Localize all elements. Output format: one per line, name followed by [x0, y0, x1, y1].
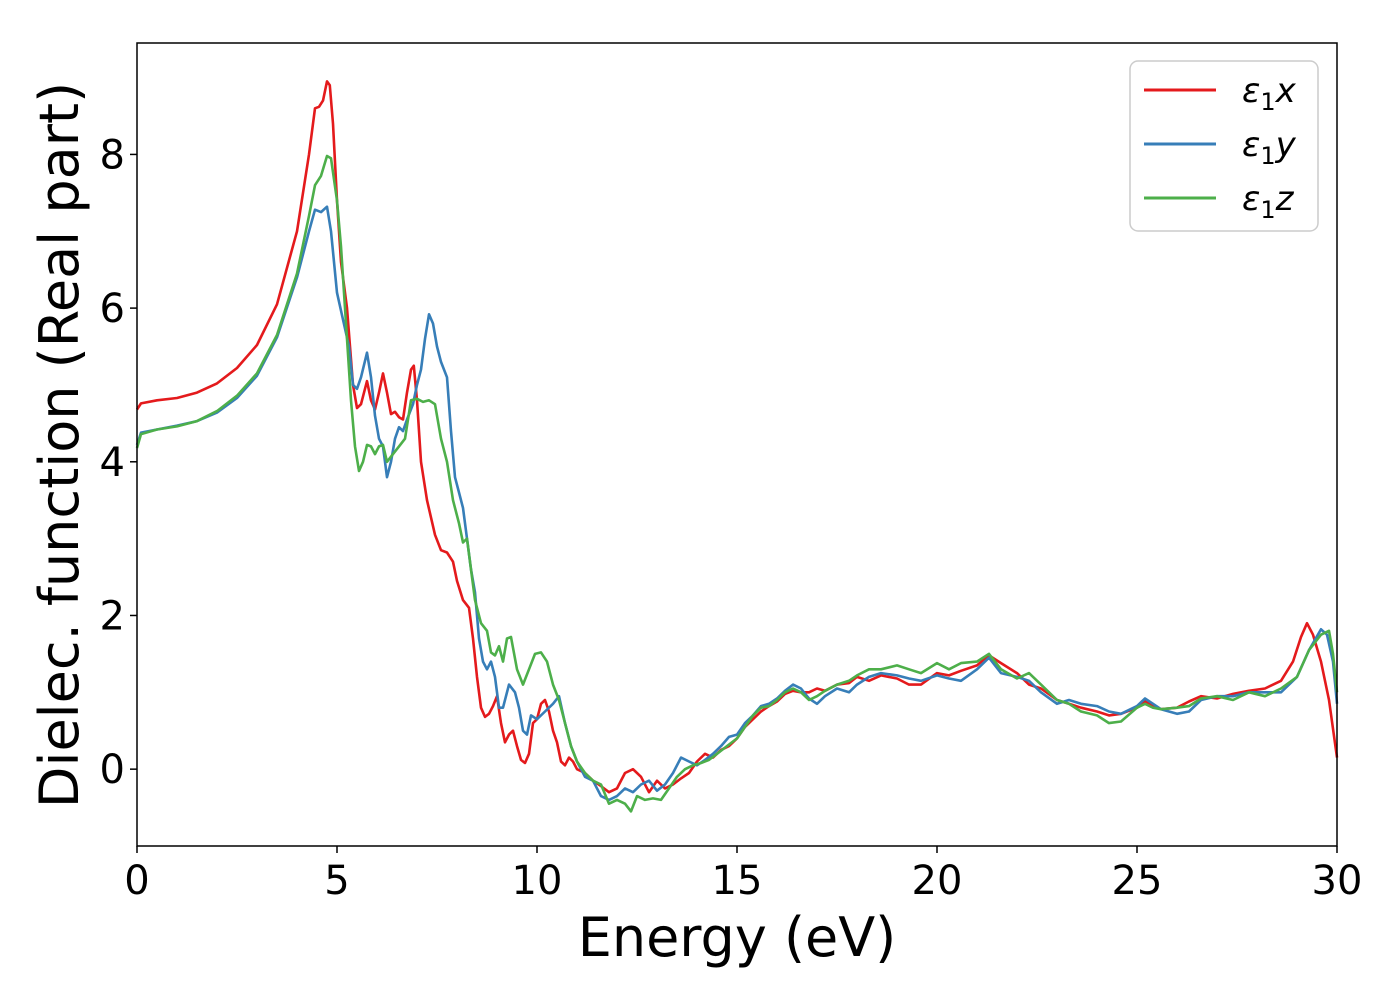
axis-ticks: 0 5 10 15 20 25 30 0 2 4 6 8 — [100, 132, 1363, 904]
y-axis-title: Dielec. function (Real part) — [28, 82, 91, 808]
legend-label-2: ε1y — [1242, 125, 1297, 170]
series-lines — [135, 80, 1339, 813]
x-tick-label: 15 — [712, 858, 763, 904]
x-tick-label: 10 — [512, 858, 563, 904]
x-tick-label: 25 — [1112, 858, 1163, 904]
series-line-2 — [135, 205, 1339, 802]
x-axis-title: Energy (eV) — [578, 906, 897, 969]
y-tick-label: 2 — [100, 593, 125, 639]
x-tick-label: 30 — [1312, 858, 1363, 904]
legend-label-1: ε1x — [1242, 71, 1297, 116]
legend-label-3: ε1z — [1242, 179, 1295, 224]
series-line-3 — [135, 154, 1339, 813]
legend: ε1x ε1y ε1z — [1129, 60, 1319, 232]
y-tick-label: 8 — [100, 132, 125, 178]
y-tick-label: 0 — [100, 747, 125, 793]
legend-box — [1129, 60, 1319, 232]
x-tick-label: 20 — [912, 858, 963, 904]
x-tick-label: 5 — [324, 858, 349, 904]
y-tick-label: 6 — [100, 286, 125, 332]
y-tick-label: 4 — [100, 440, 125, 486]
x-tick-label: 0 — [124, 858, 149, 904]
